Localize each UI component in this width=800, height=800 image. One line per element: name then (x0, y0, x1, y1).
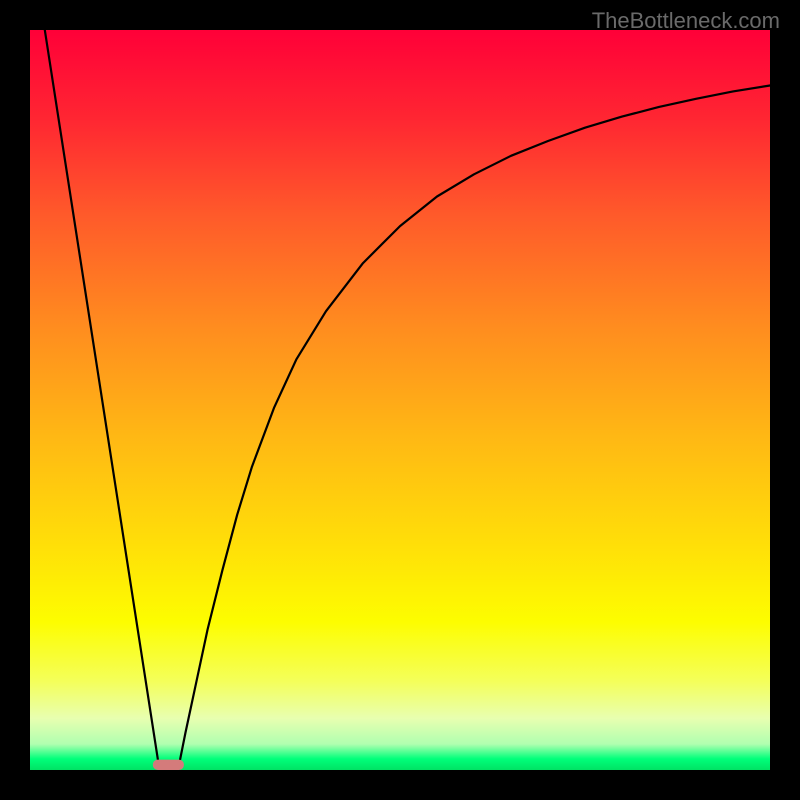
frame-border (0, 770, 800, 800)
chart-svg (0, 0, 800, 800)
optimal-marker (153, 760, 184, 770)
frame-border (770, 0, 800, 800)
bottleneck-chart: TheBottleneck.com (0, 0, 800, 800)
frame-border (0, 0, 30, 800)
watermark-text: TheBottleneck.com (592, 8, 780, 34)
plot-background (30, 30, 770, 770)
